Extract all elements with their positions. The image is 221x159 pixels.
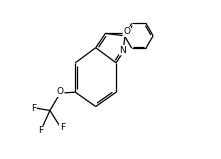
Text: F: F: [31, 104, 36, 113]
Text: F: F: [60, 123, 65, 132]
Text: N: N: [120, 46, 126, 55]
Text: O: O: [123, 27, 130, 36]
Text: O: O: [57, 87, 64, 96]
Text: F: F: [39, 126, 44, 135]
